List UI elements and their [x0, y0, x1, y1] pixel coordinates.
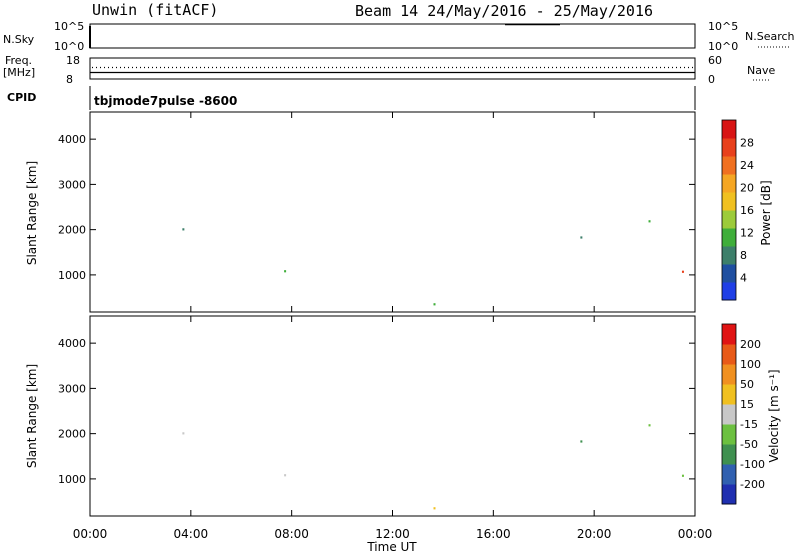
x-tick-label: 16:00: [476, 527, 511, 541]
velocity-colorbar: 200 100 50 15 -15 -50 -100 -200: [721, 323, 765, 505]
power-echo-cell: [284, 270, 287, 273]
x-tick-labels: 00:00 04:00 08:00 12:00 16:00 20:00 00:00: [73, 527, 713, 541]
velocity-colorbar-swatch: [722, 444, 736, 465]
power-ytick-label: 3000: [58, 178, 86, 191]
power-colorbar-swatch: [722, 246, 736, 265]
velocity-colorbar-swatch: [722, 344, 736, 365]
nsearch-tick-top: 10^5: [708, 20, 738, 33]
power-xticks: [89, 112, 696, 312]
nave-tick-bottom: 0: [708, 73, 715, 86]
freq-label-1: Freq.: [5, 54, 32, 67]
freq-panel: Freq. [MHz] 18 8 60 0 Nave: [3, 54, 775, 86]
velocity-yticks: 1000 2000 3000 4000: [58, 337, 695, 486]
power-colorbar-tick: 24: [740, 159, 754, 172]
velocity-colorbar-swatch: [722, 424, 736, 445]
x-tick-label: 00:00: [73, 527, 108, 541]
velocity-echo-cell: [182, 432, 185, 435]
nave-tick-top: 60: [708, 54, 722, 67]
velocity-echo-cell: [648, 424, 651, 427]
power-colorbar-tick: 4: [740, 272, 747, 285]
velocity-colorbar-tick: -15: [740, 418, 758, 431]
nsky-tick-top: 10^5: [54, 20, 84, 33]
velocity-ytick-label: 1000: [58, 473, 86, 486]
velocity-colorbar-tick: -200: [740, 478, 765, 491]
velocity-ylabel: Slant Range [km]: [25, 364, 39, 468]
nsky-panel: N.Sky 10^5 10^0 10^5 10^0 N.Search: [3, 20, 795, 53]
velocity-colorbar-tick: -100: [740, 458, 765, 471]
power-colorbar-tick: 16: [740, 204, 754, 217]
velocity-colorbar-swatch: [722, 324, 736, 345]
nsky-tick-bottom: 10^0: [54, 40, 84, 53]
power-colorbar-swatch: [722, 192, 736, 211]
power-colorbar-swatch: [722, 156, 736, 175]
power-colorbar-swatch: [722, 264, 736, 283]
velocity-data: [182, 424, 684, 510]
power-echo-cell: [648, 220, 651, 223]
velocity-echo-cell: [580, 440, 583, 443]
power-colorbar-swatch: [722, 120, 736, 139]
velocity-panel: 1000 2000 3000 4000 Slant Range [km] 200 100…: [25, 315, 781, 517]
station-title: Unwin (fitACF): [92, 1, 218, 19]
power-colorbar-tick: 8: [740, 249, 747, 262]
power-colorbar-swatch: [722, 282, 736, 301]
velocity-colorbar-tick: 50: [740, 378, 754, 391]
nave-label: Nave: [747, 64, 775, 77]
velocity-colorbar-swatch: [722, 364, 736, 385]
velocity-colorbar-tick: -50: [740, 438, 758, 451]
power-colorbar-swatch: [722, 174, 736, 193]
power-colorbar-tick: 28: [740, 137, 754, 150]
power-echo-cell: [182, 228, 185, 231]
velocity-echo-cell: [284, 474, 287, 477]
x-tick-label: 04:00: [174, 527, 209, 541]
velocity-colorbar-swatch: [722, 464, 736, 485]
velocity-echo-cell: [681, 474, 684, 477]
power-colorbar-label: Power [dB]: [759, 180, 773, 245]
velocity-ytick-label: 2000: [58, 428, 86, 441]
velocity-colorbar-swatch: [722, 404, 736, 425]
x-tick-label: 20:00: [577, 527, 612, 541]
power-panel: 1000 2000 3000 4000 Slant Range [km] 4 8 12 16…: [25, 111, 773, 313]
freq-tick-bottom: 8: [66, 73, 73, 86]
velocity-colorbar-swatch: [722, 484, 736, 505]
power-colorbar-tick: 12: [740, 227, 754, 240]
velocity-colorbar-label: Velocity [m s⁻¹]: [767, 369, 781, 462]
power-echo-cell: [580, 236, 583, 239]
velocity-colorbar-swatch: [722, 384, 736, 405]
power-echo-cell: [681, 270, 684, 273]
x-tick-label: 12:00: [375, 527, 410, 541]
x-tick-label: 08:00: [274, 527, 309, 541]
power-colorbar-tick: 20: [740, 182, 754, 195]
x-tick-label: 00:00: [678, 527, 713, 541]
power-ytick-label: 1000: [58, 269, 86, 282]
power-yticks: 1000 2000 3000 4000: [58, 133, 695, 282]
velocity-echo-cell: [433, 507, 436, 510]
power-colorbar: 4 8 12 16 20 24 28: [721, 119, 754, 301]
power-colorbar-swatch: [722, 210, 736, 229]
freq-label-2: [MHz]: [3, 66, 35, 79]
beam-title: Beam 14 24/May/2016 - 25/May/2016: [355, 2, 653, 20]
velocity-colorbar-tick: 200: [740, 338, 761, 351]
nsearch-tick-bottom: 10^0: [708, 40, 738, 53]
velocity-colorbar-tick: 100: [740, 358, 761, 371]
nsky-label: N.Sky: [3, 33, 35, 46]
velocity-xticks: [89, 316, 696, 516]
power-ylabel: Slant Range [km]: [25, 161, 39, 265]
power-ytick-label: 2000: [58, 224, 86, 237]
nsearch-label: N.Search: [745, 30, 795, 43]
cpid-label: CPID: [7, 91, 36, 104]
velocity-ytick-label: 4000: [58, 337, 86, 350]
freq-tick-top: 18: [66, 54, 80, 67]
velocity-colorbar-tick: 15: [740, 398, 754, 411]
x-axis-label: Time UT: [366, 540, 417, 554]
cpid-value: tbjmode7pulse -8600: [94, 94, 237, 108]
power-colorbar-swatch: [722, 228, 736, 247]
power-colorbar-swatch: [722, 138, 736, 157]
velocity-ytick-label: 3000: [58, 382, 86, 395]
power-ytick-label: 4000: [58, 133, 86, 146]
power-data: [182, 220, 684, 306]
power-echo-cell: [433, 303, 436, 306]
